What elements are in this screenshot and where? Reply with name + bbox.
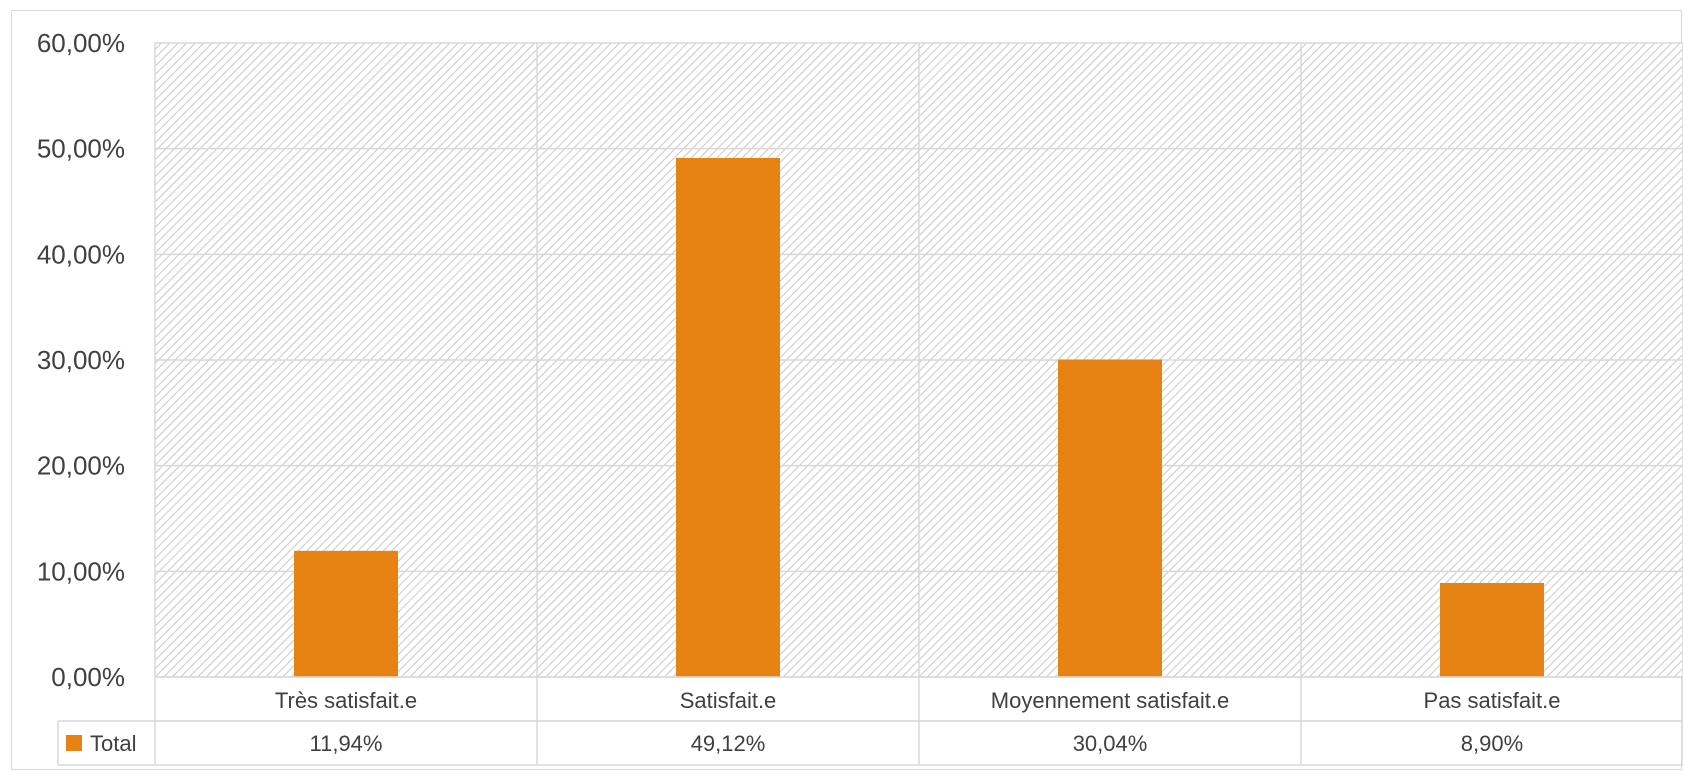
bar [676, 157, 780, 677]
x-tick-label: Moyennement satisfait.e [991, 688, 1229, 713]
bar [1058, 359, 1162, 677]
data-table-value: 8,90% [1461, 731, 1523, 756]
y-tick-label: 0,00% [51, 662, 125, 692]
y-tick-label: 10,00% [37, 556, 125, 586]
bar [1440, 582, 1544, 677]
y-tick-label: 50,00% [37, 134, 125, 164]
y-tick-label: 40,00% [37, 239, 125, 269]
bar [294, 550, 398, 677]
x-tick-label: Très satisfait.e [275, 688, 417, 713]
x-tick-label: Pas satisfait.e [1424, 688, 1561, 713]
legend-swatch [66, 735, 82, 751]
y-tick-label: 20,00% [37, 451, 125, 481]
x-tick-label: Satisfait.e [680, 688, 777, 713]
data-table-value: 49,12% [691, 731, 766, 756]
y-tick-label: 30,00% [37, 345, 125, 375]
legend-label: Total [90, 731, 136, 756]
data-table-value: 30,04% [1073, 731, 1148, 756]
data-table-value: 11,94% [310, 731, 383, 756]
y-tick-label: 60,00% [37, 28, 125, 58]
